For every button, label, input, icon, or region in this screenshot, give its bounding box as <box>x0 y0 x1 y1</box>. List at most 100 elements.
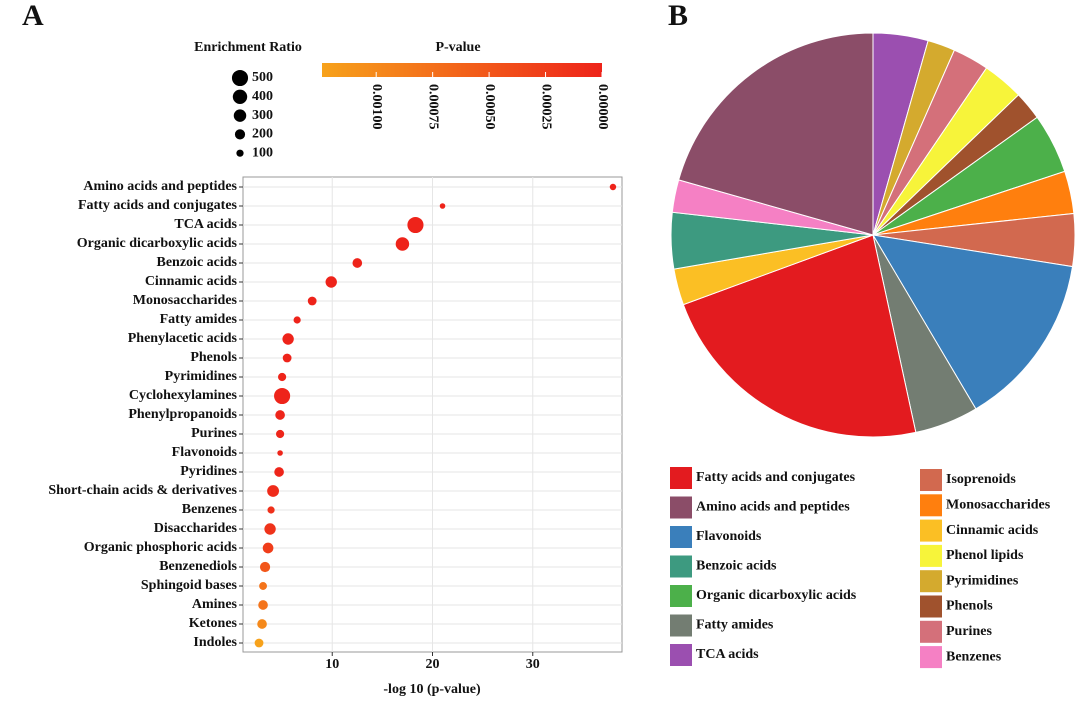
legend-swatch <box>920 646 942 669</box>
legend-swatch <box>670 555 692 578</box>
y-tick-label: Indoles <box>193 635 237 650</box>
legend-label: Fatty acids and conjugates <box>696 470 856 485</box>
y-tick-label: Amino acids and peptides <box>83 179 237 194</box>
size-legend-label: 200 <box>252 127 273 142</box>
y-tick-label: Fatty amides <box>160 312 238 327</box>
y-tick-label: Purines <box>191 426 237 441</box>
legend-label: Benzoic acids <box>696 559 777 574</box>
bubble <box>407 216 424 234</box>
legend-swatch <box>920 620 942 643</box>
legend-label: Isoprenoids <box>946 472 1016 487</box>
legend-swatch <box>920 494 942 517</box>
panel-label: A <box>22 0 44 32</box>
y-tick-label: Phenylpropanoids <box>128 407 237 422</box>
bubble <box>254 638 264 648</box>
x-axis-label: -log 10 (p-value) <box>383 682 481 697</box>
legend-label: Cinnamic acids <box>946 523 1039 538</box>
bubble <box>307 296 317 306</box>
y-tick-label: Benzenediols <box>159 559 237 574</box>
legend-swatch <box>920 544 942 567</box>
size-legend-marker <box>232 89 248 105</box>
legend-swatch <box>920 595 942 618</box>
size-legend-title: Enrichment Ratio <box>194 40 302 55</box>
size-legend-marker <box>236 149 244 157</box>
y-tick-label: Organic dicarboxylic acids <box>77 236 238 251</box>
color-legend-title: P-value <box>435 40 480 55</box>
legend-label: Purines <box>946 624 992 639</box>
size-legend-label: 500 <box>252 70 273 85</box>
bubble <box>282 333 294 345</box>
pie-slice <box>678 32 874 236</box>
bubble <box>352 258 363 268</box>
bubble <box>258 600 268 610</box>
size-legend-label: 300 <box>252 108 273 123</box>
legend-label: Flavonoids <box>696 529 762 544</box>
bubble <box>293 316 301 324</box>
color-bar-tick-label: 0.00000 <box>595 84 610 130</box>
x-tick-label: 10 <box>325 657 339 672</box>
y-tick-label: Phenylacetic acids <box>128 331 238 346</box>
x-tick-label: 30 <box>526 657 540 672</box>
bubble <box>259 561 271 573</box>
y-tick-label: Ketones <box>189 616 238 631</box>
y-tick-label: Phenols <box>190 350 237 365</box>
y-tick-label: Pyrimidines <box>165 369 238 384</box>
y-tick-label: Fatty acids and conjugates <box>78 198 238 213</box>
bubble <box>267 485 279 497</box>
y-tick-label: Cyclohexylamines <box>129 388 238 403</box>
color-bar <box>322 63 602 77</box>
bubble <box>259 582 267 590</box>
bubble <box>275 410 285 420</box>
y-tick-label: Benzoic acids <box>157 255 238 270</box>
pie-slice <box>872 234 1074 410</box>
bubble <box>277 372 287 382</box>
y-tick-label: Cinnamic acids <box>145 274 238 289</box>
size-legend-label: 400 <box>252 89 273 104</box>
legend-swatch <box>670 644 692 666</box>
bubble <box>277 450 283 456</box>
legend-label: Phenol lipids <box>946 548 1024 563</box>
bubble <box>274 387 291 405</box>
bubble <box>325 276 337 288</box>
panel-label: B <box>668 0 688 32</box>
legend-swatch <box>920 469 942 491</box>
y-tick-label: Short-chain acids & derivatives <box>48 483 237 498</box>
color-bar-tick-label: 0.00075 <box>425 84 440 130</box>
legend-swatch <box>670 467 692 489</box>
pie-slice <box>682 234 917 438</box>
legend-swatch <box>670 614 692 637</box>
size-legend-marker <box>231 69 249 87</box>
y-tick-label: Benzenes <box>182 502 238 517</box>
color-bar-tick-label: 0.00025 <box>538 84 553 130</box>
legend-label: Pyrimidines <box>946 573 1019 588</box>
size-legend-marker <box>234 129 246 140</box>
bubble <box>282 353 292 363</box>
bubble <box>275 429 285 439</box>
legend-label: Amino acids and peptides <box>696 500 850 515</box>
y-tick-label: Disaccharides <box>154 521 238 536</box>
legend-label: TCA acids <box>696 647 759 662</box>
legend-swatch <box>670 585 692 607</box>
x-tick-label: 20 <box>426 657 440 672</box>
y-tick-label: TCA acids <box>174 217 237 232</box>
legend-label: Benzenes <box>946 649 1002 664</box>
y-tick-label: Monosaccharides <box>133 293 238 308</box>
size-legend-label: 100 <box>252 145 273 160</box>
y-tick-label: Sphingoid bases <box>141 578 238 593</box>
bubble <box>439 203 446 209</box>
legend-swatch <box>670 496 692 519</box>
bubble <box>609 183 617 191</box>
y-tick-label: Flavonoids <box>172 445 238 460</box>
color-bar-tick-label: 0.00050 <box>482 84 497 130</box>
y-tick-label: Amines <box>192 597 238 612</box>
y-tick-label: Pyridines <box>180 464 237 479</box>
legend-swatch <box>670 526 692 548</box>
legend-label: Phenols <box>946 599 993 614</box>
y-tick-label: Organic phosphoric acids <box>84 540 238 555</box>
bubble <box>274 467 284 477</box>
legend-swatch <box>920 519 942 542</box>
size-legend-marker <box>233 109 247 122</box>
legend-swatch <box>920 570 942 593</box>
bubble <box>264 523 276 535</box>
